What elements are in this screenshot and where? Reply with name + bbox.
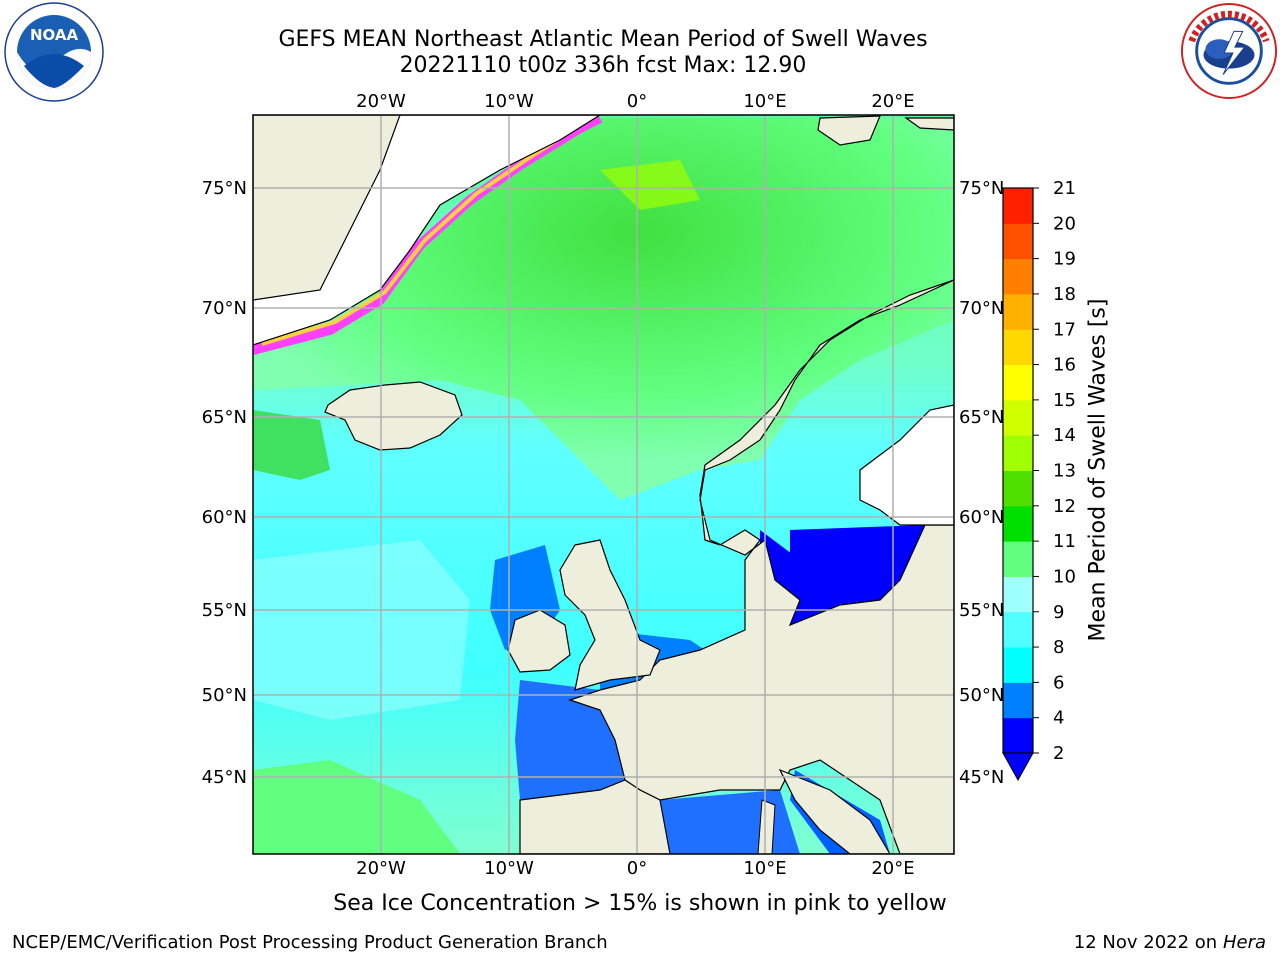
colorbar-label: Mean Period of Swell Waves [s] xyxy=(1085,298,1111,642)
lon-tick-bottom: 20°W xyxy=(356,858,406,879)
lon-ticks-top: 20°W 10°W 0° 10°E 20°E xyxy=(356,91,914,112)
lon-tick-top: 20°W xyxy=(356,91,406,112)
iceland-land xyxy=(324,381,463,451)
run-date-text: 12 Nov 2022 on xyxy=(1073,932,1218,953)
lon-tick-bottom: 10°W xyxy=(484,858,534,879)
colorbar-tick-label: 14 xyxy=(1053,425,1076,446)
colorbar-swatch xyxy=(1003,223,1033,260)
colorbar-swatch xyxy=(1003,611,1033,648)
colorbar-tick-label: 8 xyxy=(1053,637,1064,658)
colorbar-tick-label: 20 xyxy=(1053,213,1076,234)
colorbar-swatches xyxy=(1003,188,1033,754)
swell-low-mediterranean xyxy=(650,790,800,854)
italy-land xyxy=(778,768,891,854)
lat-tick-left: 55°N xyxy=(202,600,247,621)
colorbar-swatch xyxy=(1003,188,1033,224)
colorbar-ticks: 2 4 6 8 9 10 11 12 13 14 15 16 17 18 19 20 21 xyxy=(1033,178,1076,764)
colorbar-tick-label: 19 xyxy=(1053,249,1076,270)
chart-subtitle: 20221110 t00z 336h fcst Max: 12.90 xyxy=(399,53,807,78)
colorbar-swatch xyxy=(1003,647,1033,683)
lat-tick-right: 75°N xyxy=(959,178,1004,199)
map-panel xyxy=(253,115,954,854)
colorbar-tick-label: 12 xyxy=(1053,496,1076,517)
colorbar-tick-label: 16 xyxy=(1053,355,1076,376)
noaa-logo-icon: NOAA xyxy=(4,2,104,102)
ireland-land xyxy=(507,609,571,673)
lat-ticks-left: 75°N 70°N 65°N 60°N 55°N 50°N 45°N xyxy=(202,178,247,788)
greenland-coast xyxy=(253,115,401,301)
lat-tick-right: 45°N xyxy=(959,767,1004,788)
svalbard-land xyxy=(817,115,881,146)
lat-tick-right: 55°N xyxy=(959,600,1004,621)
lon-tick-bottom: 10°E xyxy=(743,858,786,879)
lat-tick-right: 60°N xyxy=(959,507,1004,528)
gulf-bothnia-ice xyxy=(859,404,954,526)
sardinia-land xyxy=(757,799,776,854)
iberia-land xyxy=(519,779,671,854)
nws-logo-icon xyxy=(1180,2,1278,100)
colorbar-swatch xyxy=(1003,717,1033,754)
lat-tick-left: 65°N xyxy=(202,407,247,428)
noaa-logo-text: NOAA xyxy=(30,26,79,44)
colorbar-tick-label: 2 xyxy=(1053,743,1064,764)
colorbar-swatch xyxy=(1003,470,1033,507)
colorbar-swatch xyxy=(1003,399,1033,436)
lat-tick-left: 75°N xyxy=(202,178,247,199)
colorbar-swatch xyxy=(1003,541,1033,577)
lon-tick-bottom: 0° xyxy=(627,858,647,879)
colorbar-swatch xyxy=(1003,258,1033,295)
swell-patch-high xyxy=(600,160,700,210)
colorbar-swatch xyxy=(1003,435,1033,471)
lat-tick-left: 45°N xyxy=(202,767,247,788)
colorbar-tick-label: 13 xyxy=(1053,461,1076,482)
colorbar-tick-label: 17 xyxy=(1053,319,1076,340)
swell-region-west xyxy=(253,410,330,480)
lon-tick-top: 10°W xyxy=(484,91,534,112)
colorbar-tick-label: 9 xyxy=(1053,602,1064,623)
lon-ticks-bottom: 20°W 10°W 0° 10°E 20°E xyxy=(356,858,914,879)
colorbar-swatch xyxy=(1003,293,1033,330)
lon-tick-top: 20°E xyxy=(871,91,914,112)
colorbar-tick-label: 15 xyxy=(1053,390,1076,411)
map-frame xyxy=(252,114,955,855)
colorbar-swatch xyxy=(1003,682,1033,719)
lon-tick-top: 10°E xyxy=(743,91,786,112)
sea-ice-edge-inner xyxy=(261,121,586,346)
credit-text: NCEP/EMC/Verification Post Processing Pr… xyxy=(12,932,608,953)
colorbar-swatch xyxy=(1003,505,1033,542)
lat-ticks-right: 75°N 70°N 65°N 60°N 55°N 50°N 45°N xyxy=(959,178,1004,788)
colorbar-tick-label: 21 xyxy=(1053,178,1076,199)
lat-tick-right: 50°N xyxy=(959,685,1004,706)
lat-tick-right: 65°N xyxy=(959,407,1004,428)
colorbar-swatch xyxy=(1003,576,1033,613)
chart-title: GEFS MEAN Northeast Atlantic Mean Period… xyxy=(278,27,928,52)
lat-tick-right: 70°N xyxy=(959,298,1004,319)
colorbar-tick-label: 11 xyxy=(1053,531,1076,552)
colorbar-extend-arrow xyxy=(1002,752,1034,782)
colorbar-tick-label: 4 xyxy=(1053,708,1064,729)
lat-tick-left: 60°N xyxy=(202,507,247,528)
graticule xyxy=(253,115,954,854)
lon-tick-bottom: 20°E xyxy=(871,858,914,879)
host-name: Hera xyxy=(1222,932,1266,953)
colorbar-tick-label: 10 xyxy=(1053,566,1076,587)
swell-band-light xyxy=(253,540,470,720)
lat-tick-left: 50°N xyxy=(202,685,247,706)
colorbar-tick-label: 6 xyxy=(1053,672,1064,693)
colorbar-swatch xyxy=(1003,329,1033,366)
sea-ice-note: Sea Ice Concentration > 15% is shown in … xyxy=(333,891,947,916)
swell-region-southwest xyxy=(253,760,460,854)
lon-tick-top: 0° xyxy=(627,91,647,112)
colorbar: 2 4 6 8 9 10 11 12 13 14 15 16 17 18 19 20 21 xyxy=(1002,178,1076,782)
colorbar-tick-label: 18 xyxy=(1053,284,1076,305)
colorbar-swatch xyxy=(1003,364,1033,401)
lat-tick-left: 70°N xyxy=(202,298,247,319)
svalbard-east-land xyxy=(904,117,954,131)
europe-land xyxy=(568,279,954,854)
great-britain-land xyxy=(559,539,661,691)
run-date: 12 Nov 2022 on Hera xyxy=(1074,932,1266,953)
